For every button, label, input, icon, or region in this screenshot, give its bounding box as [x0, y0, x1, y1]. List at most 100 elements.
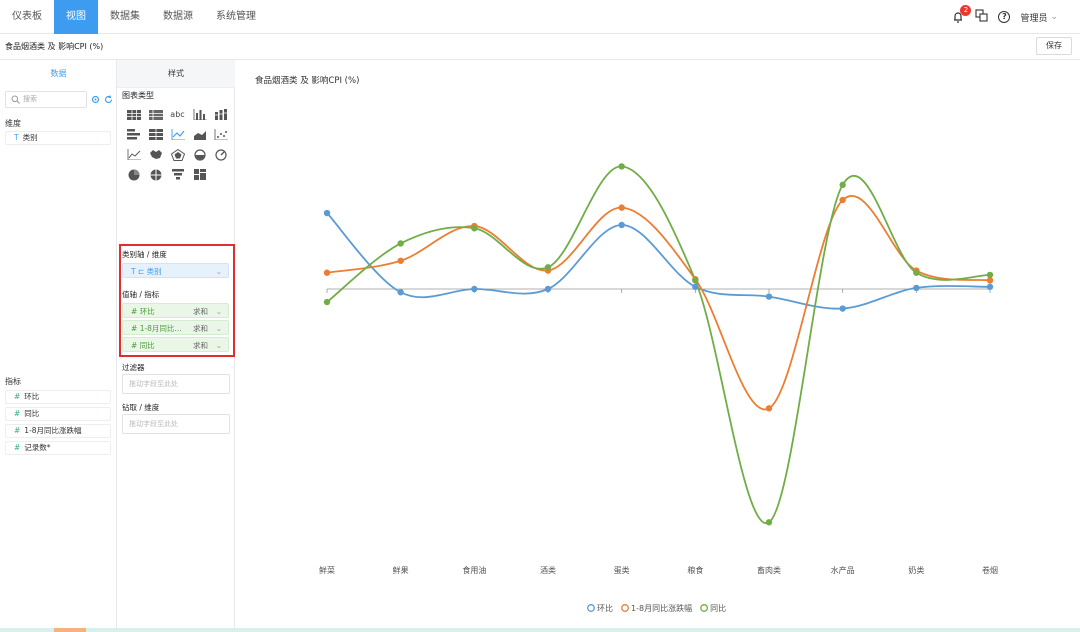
pie-chart-icon[interactable]: [126, 168, 141, 181]
chevron-down-icon: ⌄: [1050, 12, 1058, 22]
number-type-icon: #: [14, 392, 21, 401]
x-axis-tick-label: 蛋类: [614, 565, 630, 575]
value-slot-mom[interactable]: # 环比 求和 ⌄: [122, 303, 229, 318]
line-chart-icon[interactable]: [170, 128, 185, 141]
data-point: [839, 181, 846, 189]
data-point: [471, 285, 478, 293]
column-chart-icon[interactable]: [192, 108, 207, 121]
legend-label: 同比: [710, 603, 726, 613]
nav-view[interactable]: 视图: [54, 0, 98, 34]
category-slot-label: 类别: [146, 267, 162, 276]
translate-icon[interactable]: [975, 9, 988, 25]
aggregation-label[interactable]: 求和: [193, 307, 208, 316]
measure-field-label: 1-8月同比涨跌幅: [24, 426, 82, 435]
report-title: 食品烟酒类 及 影响CPI (%): [5, 42, 104, 51]
data-point: [839, 196, 846, 204]
card-icon[interactable]: [192, 168, 207, 181]
data-point: [765, 405, 773, 412]
value-slot-ytd-yoy[interactable]: # 1-8月同比... 求和 ⌄: [122, 320, 229, 335]
series-line-2: [326, 165, 991, 524]
aggregation-label[interactable]: 求和: [193, 341, 208, 350]
bar-chart-icon[interactable]: [126, 128, 141, 141]
report-title-bar: 食品烟酒类 及 影响CPI (%) 保存: [0, 34, 1080, 60]
data-point: [323, 269, 331, 276]
dimension-field-category[interactable]: T 类别: [5, 131, 111, 145]
notification-bell-icon[interactable]: 2: [951, 5, 972, 24]
chevron-down-icon[interactable]: ⌄: [215, 307, 222, 316]
user-menu[interactable]: 管理员 ⌄: [1020, 11, 1058, 24]
field-search-input[interactable]: 搜索: [5, 91, 87, 108]
stacked-column-icon[interactable]: [213, 108, 228, 121]
tab-style[interactable]: 样式: [117, 60, 235, 88]
data-point: [323, 298, 331, 306]
x-axis-tick-label: 卷烟: [982, 565, 998, 575]
chevron-down-icon[interactable]: ⌄: [215, 341, 222, 350]
refresh-icon[interactable]: [104, 95, 113, 107]
number-type-icon: #: [14, 426, 21, 435]
measure-field-ytd-yoy[interactable]: #1-8月同比涨跌幅: [5, 424, 111, 438]
chevron-down-icon[interactable]: ⌄: [215, 324, 222, 333]
legend-marker: [621, 604, 629, 612]
data-point: [471, 225, 478, 232]
nav-dataset[interactable]: 数据集: [110, 11, 140, 22]
map-icon[interactable]: [148, 148, 163, 161]
measure-section-label: 指标: [5, 377, 21, 386]
drill-label: 钻取 / 维度: [122, 403, 160, 412]
legend-marker: [587, 604, 595, 612]
data-point: [839, 305, 846, 312]
filter-dropzone[interactable]: 拖动字段至此处: [122, 374, 230, 394]
save-button[interactable]: 保存: [1036, 37, 1072, 55]
x-axis-tick-label: 食用油: [462, 565, 486, 575]
scroll-accent: [54, 628, 86, 632]
search-icon: [11, 95, 20, 104]
dimension-field-label: 类别: [22, 133, 38, 142]
nav-dashboard[interactable]: 仪表板: [12, 11, 42, 22]
measure-field-yoy[interactable]: # 同比: [5, 407, 111, 421]
line-area-icon[interactable]: [126, 148, 141, 161]
drill-dropzone[interactable]: 拖动字段至此处: [122, 414, 230, 434]
series-line-1: [326, 195, 991, 411]
radar-icon[interactable]: [170, 148, 185, 161]
data-point: [986, 283, 994, 291]
data-point: [397, 289, 404, 296]
dimension-section-label: 维度: [5, 119, 21, 128]
data-point: [765, 293, 773, 300]
settings-icon[interactable]: [91, 95, 100, 107]
number-type-icon: #: [131, 341, 138, 350]
stacked-bar-icon[interactable]: [148, 128, 163, 141]
funnel-icon[interactable]: [170, 168, 185, 181]
data-point: [323, 209, 331, 217]
user-name: 管理员: [1020, 13, 1048, 24]
aggregation-label[interactable]: 求和: [193, 324, 208, 333]
chart-title: 食品烟酒类 及 影响CPI (%): [255, 76, 360, 86]
measure-field-mom[interactable]: # 环比: [5, 390, 111, 404]
data-point: [913, 284, 920, 292]
table-summary-icon[interactable]: [148, 108, 163, 121]
treemap-icon[interactable]: [148, 168, 163, 181]
measure-field-record-count[interactable]: # 记录数*: [5, 441, 111, 455]
category-axis-slot[interactable]: T ⊏ 类别 ⌄: [122, 263, 229, 278]
help-icon[interactable]: ?: [998, 11, 1011, 23]
gauge-icon[interactable]: [213, 148, 228, 161]
area-chart-icon[interactable]: [192, 128, 207, 141]
value-axis-label: 值轴 / 指标: [122, 290, 160, 299]
scatter-chart-icon[interactable]: [213, 128, 228, 141]
search-placeholder: 搜索: [23, 95, 37, 103]
bottom-scroll-strip: [0, 628, 1080, 632]
notification-count-badge: 2: [960, 5, 972, 16]
filter-label: 过滤器: [122, 363, 145, 372]
funnel-pie-icon[interactable]: [192, 148, 207, 161]
chevron-down-icon[interactable]: ⌄: [215, 267, 222, 276]
data-panel: 数据 搜索 维度 T 类别 指标 # 环比 # 同比 #1-8月同比涨跌幅 # 记录数*: [0, 60, 117, 632]
text-abc-icon[interactable]: abc: [170, 110, 185, 119]
x-axis-tick-label: 水产品: [831, 565, 855, 575]
table-icon[interactable]: [126, 108, 141, 121]
x-axis-tick-label: 鲜果: [393, 565, 409, 575]
x-axis-tick-label: 酒类: [540, 565, 556, 575]
nav-datasource[interactable]: 数据源: [163, 11, 193, 22]
chart-area: 食品烟酒类 及 影响CPI (%) 鲜菜 鲜果 食用油 酒类 蛋类 粮食 畜肉类 水产品 奶类 卷…: [235, 60, 1080, 628]
value-slot-yoy[interactable]: # 同比 求和 ⌄: [122, 337, 229, 352]
tab-data[interactable]: 数据: [50, 69, 67, 78]
data-point: [986, 271, 994, 279]
nav-system-management[interactable]: 系统管理: [216, 11, 256, 22]
